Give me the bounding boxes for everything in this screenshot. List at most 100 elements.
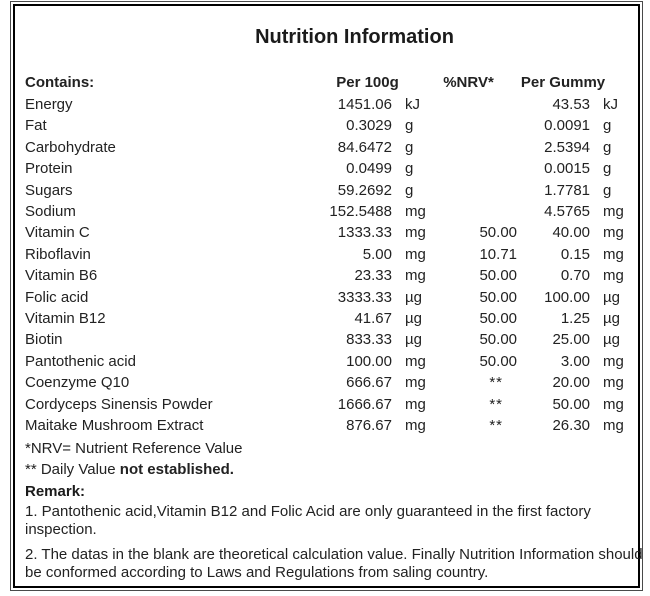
per-gummy-value: 4.5765 xyxy=(544,203,591,221)
table-row: Riboflavin 5.00 mg 10.71 0.15 mg xyxy=(25,244,637,265)
per-100g-value: 152.5488 xyxy=(329,203,392,221)
nrv-value xyxy=(440,94,517,115)
per-100g-value: 0.3029 xyxy=(346,117,392,135)
column-header-per-gummy: Per Gummy xyxy=(520,74,606,92)
per-100g-unit: µg xyxy=(405,310,422,328)
remark-item-1: 1. Pantothenic acid,Vitamin B12 and Foli… xyxy=(25,502,591,538)
per-gummy-value: 26.30 xyxy=(552,417,591,435)
nrv-value: 50.00 xyxy=(479,352,518,370)
remark-heading: Remark: xyxy=(25,483,86,501)
per-100g-unit: mg xyxy=(405,224,426,242)
nrv-value xyxy=(440,115,517,136)
per-gummy-value: 3.00 xyxy=(560,352,591,370)
nutrient-name: Carbohydrate xyxy=(25,138,116,156)
daily-value-footnote: ** Daily Value not established. xyxy=(25,459,638,480)
per-gummy-unit: mg xyxy=(603,267,624,285)
per-100g-value: 1451.06 xyxy=(337,96,392,113)
column-header-nrv: %NRV* xyxy=(443,74,494,92)
nrv-value xyxy=(440,180,517,201)
per-100g-unit: g xyxy=(405,138,414,156)
per-gummy-value: 0.70 xyxy=(560,267,591,285)
per-100g-unit: g xyxy=(405,181,414,199)
column-header-per-100g: Per 100g xyxy=(336,74,399,92)
nutrient-name: Folic acid xyxy=(25,288,89,306)
table-row: Cordyceps Sinensis Powder 1666.67 mg ** 50.0… xyxy=(25,394,637,415)
per-100g-unit: mg xyxy=(405,395,426,413)
per-100g-unit: µg xyxy=(405,288,422,306)
per-gummy-value: 2.5394 xyxy=(544,138,591,156)
per-100g-value: 876.67 xyxy=(346,417,392,435)
nutrient-name: Sugars xyxy=(25,181,73,199)
table-row: Folic acid 3333.33 µg 50.00 100.00 µg xyxy=(25,287,637,308)
table-row: Carbohydrate 84.6472 g 2.5394 g xyxy=(25,137,637,158)
nrv-value: 50.00 xyxy=(479,224,518,242)
per-100g-unit: µg xyxy=(405,331,422,349)
table-row: Vitamin B6 23.33 mg 50.00 0.70 mg xyxy=(25,265,637,286)
per-gummy-unit: mg xyxy=(603,245,624,263)
remark-section: Remark: 1. Pantothenic acid,Vitamin B12 … xyxy=(25,481,643,581)
per-gummy-value: 50.00 xyxy=(552,395,591,413)
per-100g-unit: mg xyxy=(405,203,426,221)
nutrient-name: Energy xyxy=(25,96,73,113)
nutrition-table: Contains: Per 100g %NRV* Per Gummy Energ… xyxy=(25,72,637,437)
per-gummy-unit: g xyxy=(603,181,612,199)
nutrient-name: Maitake Mushroom Extract xyxy=(25,417,204,435)
per-gummy-value: 1.25 xyxy=(560,310,591,328)
table-row: Biotin 833.33 µg 50.00 25.00 µg xyxy=(25,329,637,350)
per-gummy-value: 40.00 xyxy=(552,224,591,242)
table-row: Vitamin C 1333.33 mg 50.00 40.00 mg xyxy=(25,222,637,243)
footnotes-section: *NRV= Nutrient Reference Value ** Daily … xyxy=(25,438,638,481)
nutrient-name: Sodium xyxy=(25,203,76,221)
per-100g-unit: mg xyxy=(405,245,426,263)
per-gummy-value: 25.00 xyxy=(552,331,591,349)
per-100g-value: 666.67 xyxy=(346,374,392,392)
per-gummy-unit: mg xyxy=(603,395,624,413)
per-100g-value: 84.6472 xyxy=(337,138,392,156)
per-100g-value: 0.0499 xyxy=(346,160,392,178)
per-100g-unit: mg xyxy=(405,352,426,370)
per-gummy-value: 100.00 xyxy=(544,288,591,306)
nutrient-name: Fat xyxy=(25,117,47,135)
per-gummy-unit: g xyxy=(603,117,612,135)
table-row: Pantothenic acid 100.00 mg 50.00 3.00 mg xyxy=(25,351,637,372)
per-gummy-unit: mg xyxy=(603,352,624,370)
per-100g-unit: mg xyxy=(405,417,426,435)
per-gummy-unit: µg xyxy=(603,288,621,306)
page-title: Nutrition Information xyxy=(255,26,454,48)
table-row: Coenzyme Q10 666.67 mg ** 20.00 mg xyxy=(25,372,637,393)
per-gummy-value: 1.7781 xyxy=(544,181,591,199)
remark-item-2: 2. The datas in the blank are theoretica… xyxy=(25,545,643,581)
per-100g-unit: g xyxy=(405,117,414,135)
per-gummy-unit: mg xyxy=(603,224,624,242)
per-100g-value: 59.2692 xyxy=(337,181,392,199)
per-gummy-value: 0.0015 xyxy=(544,160,591,178)
nutrient-name: Coenzyme Q10 xyxy=(25,374,130,392)
nutrient-name: Vitamin B12 xyxy=(25,310,106,328)
table-row: Maitake Mushroom Extract 876.67 mg ** 26.30 m… xyxy=(25,415,637,436)
per-100g-value: 5.00 xyxy=(362,245,392,263)
nrv-value: ** xyxy=(489,395,504,413)
nrv-value xyxy=(440,201,517,222)
nrv-value: 10.71 xyxy=(479,245,518,263)
nutrient-name: Vitamin C xyxy=(25,224,90,242)
nutrient-name: Vitamin B6 xyxy=(25,267,98,285)
per-gummy-unit: mg xyxy=(603,417,624,435)
nrv-value: ** xyxy=(489,417,504,435)
per-100g-value: 1666.67 xyxy=(337,395,392,413)
per-100g-unit: mg xyxy=(405,267,426,285)
nrv-value: 50.00 xyxy=(479,288,518,306)
column-header-contains: Contains: xyxy=(25,74,95,92)
nrv-value: 50.00 xyxy=(479,331,518,349)
table-row: Sodium 152.5488 mg 4.5765 mg xyxy=(25,201,637,222)
per-gummy-value: 20.00 xyxy=(552,374,591,392)
per-gummy-unit: µg xyxy=(603,331,621,349)
nutrient-name: Biotin xyxy=(25,331,63,349)
per-gummy-unit: mg xyxy=(603,374,624,392)
per-gummy-unit: g xyxy=(603,160,612,178)
nutrition-table-body: Energy 1451.06 kJ 43.53 kJ Fat 0.3029 g 0.0091 g C… xyxy=(25,94,637,437)
per-100g-value: 41.67 xyxy=(354,310,392,328)
table-row: Protein 0.0499 g 0.0015 g xyxy=(25,158,637,179)
nrv-value xyxy=(440,158,517,179)
nutrition-label-panel: Nutrition Information Contains: Per 100g… xyxy=(10,1,643,591)
per-100g-value: 3333.33 xyxy=(337,288,392,306)
